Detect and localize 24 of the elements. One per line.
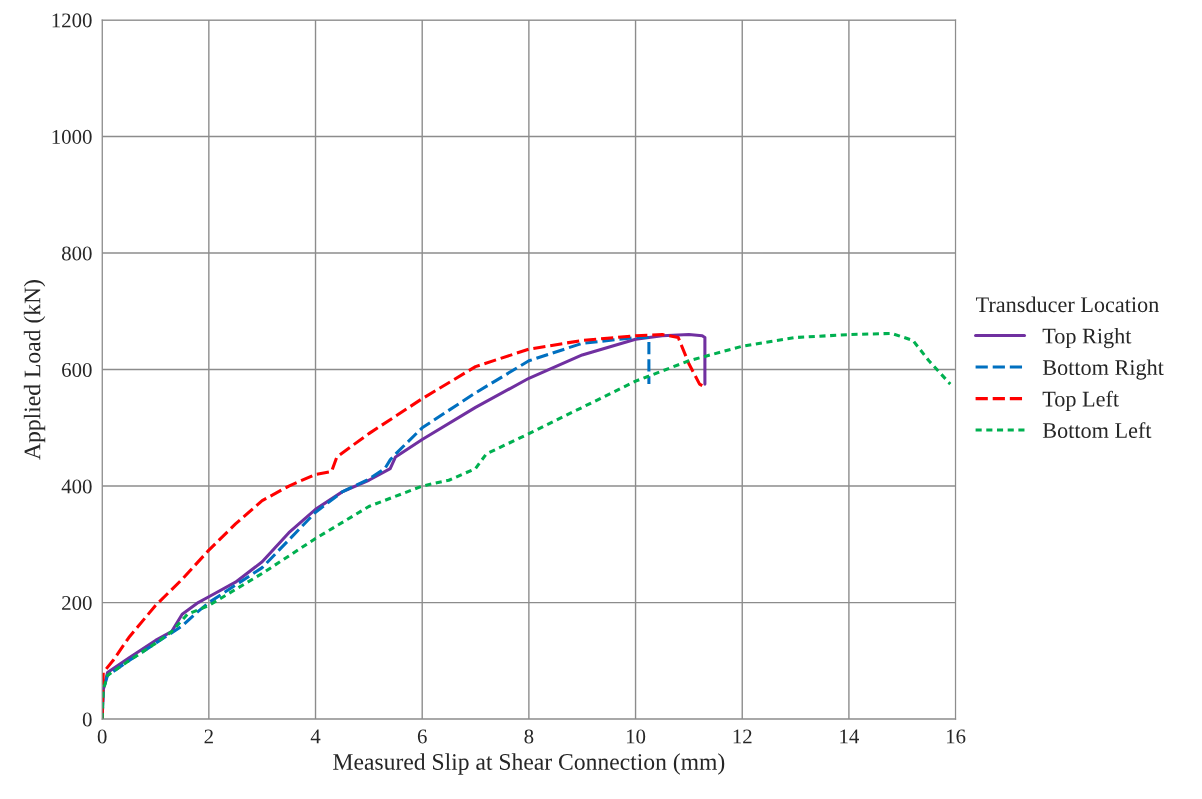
legend-label: Bottom Right [1042,359,1164,380]
legend-label: Bottom Left [1042,422,1152,439]
x-tick-label: 16 [947,729,966,744]
y-axis-title: Applied Load (kN) [23,280,46,460]
y-tick-label: 600 [62,362,92,377]
x-tick-label: 14 [840,729,859,744]
legend-title: Transducer Location [975,296,1159,313]
legend-label: Top Left [1042,390,1119,412]
line-series [102,331,952,720]
legend-label: Top Right [1042,327,1132,349]
y-tick-label: 400 [61,479,92,494]
x-tick-label: 4 [310,729,321,744]
y-tick-label: 0 [82,712,92,727]
x-tick-label: 8 [524,729,534,744]
x-tick-label: 0 [97,729,107,744]
y-tick-label: 1000 [52,129,92,144]
x-tick-label: 10 [626,729,646,744]
x-tick-label: 2 [204,729,213,744]
x-tick-label: 12 [733,729,752,744]
x-tick-label: 6 [417,729,427,744]
y-tick-label: 200 [62,595,92,611]
y-tick-label: 800 [61,246,92,261]
x-axis-title: Measured Slip at Shear Connection (mm) [333,753,725,775]
y-tick-label: 1200 [52,13,92,28]
